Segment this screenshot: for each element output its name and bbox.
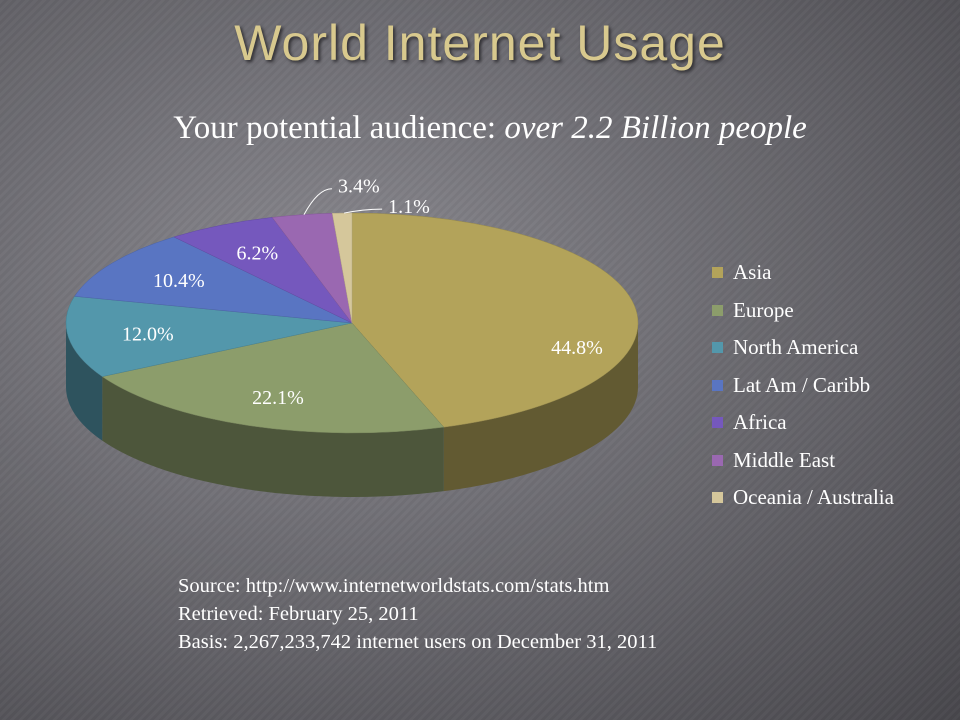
pie-slice-oceania-australia [331,212,353,324]
pie-slice-asia [351,212,639,428]
legend-swatch [712,454,723,466]
legend-label: Africa [733,410,787,435]
data-label: 22.1% [252,387,304,409]
leader-line [303,188,332,215]
legend-label: Middle East [733,447,836,472]
legend-swatch [712,492,723,504]
data-label: 1.1% [388,196,430,218]
pie-side-asia [443,323,638,492]
legend-swatch [712,304,723,316]
slide-title: World Internet Usage [234,15,726,71]
subtitle-emphasis: over 2.2 Billion people [504,110,807,146]
pie-slice-europe [101,322,445,434]
legend-label: Lat Am / Caribb [733,372,871,397]
legend-label: Europe [733,297,794,322]
data-label: 10.4% [153,270,205,292]
legend-swatch [712,342,723,354]
basis-line: Basis: 2,267,233,742 internet users on D… [178,631,658,653]
pie-side-north-america [66,323,103,441]
legend-item: North America [712,329,952,367]
source-block: Source: http://www.internetworldstats.co… [178,572,657,656]
pie-slice-north-america [65,296,353,377]
chart-legend: Asia Europe North America Lat Am / Caribb Af… [712,254,952,517]
data-label: 44.8% [551,337,603,359]
legend-swatch [712,417,723,429]
pie-slice-lat-am-caribb [74,236,353,324]
legend-item: Europe [712,292,952,330]
data-label: 12.0% [122,323,174,345]
legend-label: Asia [733,260,772,285]
legend-swatch [712,267,723,279]
subtitle-text: Your potential audience: [173,110,505,146]
leader-line [344,208,383,214]
slide-subtitle: Your potential audience: over 2.2 Billio… [0,110,960,147]
legend-item: Africa [712,404,952,442]
retrieved-line: Retrieved: February 25, 2011 [178,603,419,625]
legend-item: Lat Am / Caribb [712,367,952,405]
source-line: Source: http://www.internetworldstats.co… [178,575,610,597]
legend-item: Asia [712,254,952,292]
data-label: 3.4% [338,176,380,198]
legend-label: Oceania / Australia [733,485,894,510]
legend-swatch [712,379,723,391]
legend-item: Oceania / Australia [712,479,952,517]
data-label: 6.2% [237,243,279,265]
pie-side-europe [102,376,444,497]
legend-label: North America [733,335,859,360]
legend-item: Middle East [712,442,952,480]
